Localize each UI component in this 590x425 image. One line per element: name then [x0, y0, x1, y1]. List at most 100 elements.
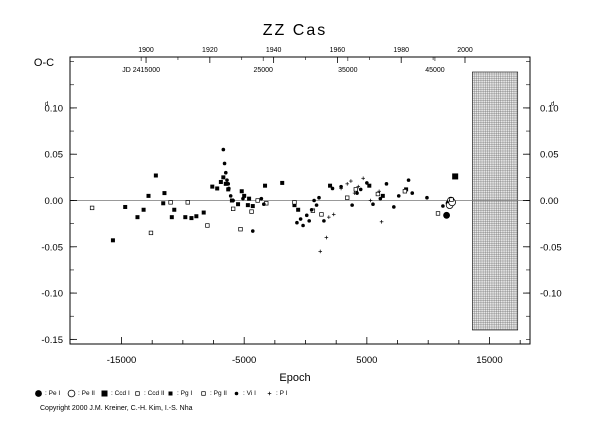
- data-point-vi-i: [307, 219, 312, 223]
- data-point-p-i: [331, 212, 336, 217]
- legend-marker-shape: [168, 391, 173, 396]
- data-point-vi-i: [425, 195, 429, 200]
- jd-label: JD 2415000: [122, 67, 160, 74]
- data-point-vi-i: [222, 161, 227, 166]
- data-point-pg-ii: [319, 212, 324, 217]
- legend-label: : Vi I: [243, 390, 256, 397]
- data-point-pe-i: [443, 211, 450, 219]
- data-point-pg-ii: [230, 206, 236, 211]
- copyright-text: Copyright 2000 J.M. Kreiner, C.-H. Kim, …: [40, 405, 193, 412]
- data-point-vi-i: [314, 203, 319, 207]
- year-tick-label: 1920: [202, 47, 218, 54]
- future-region-hatch: [472, 71, 519, 331]
- data-point-pg-i: [201, 210, 206, 215]
- data-point-p-i: [356, 184, 361, 189]
- legend-marker-shape: [234, 391, 239, 396]
- future-region-box: [472, 71, 519, 331]
- data-point-pg-ii: [255, 198, 260, 203]
- data-point-p-i: [318, 249, 323, 254]
- legend-marker-shape: [67, 389, 76, 398]
- data-point-p-i: [361, 176, 365, 181]
- data-point-p-i: [352, 191, 357, 195]
- y-tick-label-right: -0.10: [540, 289, 562, 300]
- data-point-vi-i: [295, 220, 299, 225]
- data-point-vi-i: [350, 203, 354, 207]
- legend-label: : Pe I: [45, 390, 61, 397]
- data-point-vi-i: [358, 187, 363, 192]
- legend-label: : P I: [276, 390, 288, 397]
- data-point-pg-i: [380, 193, 385, 198]
- data-point-pg-i: [221, 175, 226, 180]
- data-point-vi-i: [330, 186, 335, 191]
- data-point-p-i: [377, 189, 381, 194]
- data-point-pg-i: [328, 183, 333, 188]
- x-tick-label: -5000: [232, 355, 256, 366]
- data-point-vi-i: [406, 178, 411, 182]
- data-point-p-i: [368, 198, 373, 203]
- data-point-pg-ii: [402, 189, 408, 194]
- data-point-vi-i: [309, 207, 314, 212]
- data-point-pg-i: [123, 204, 128, 209]
- jd-label: 45000: [425, 67, 445, 74]
- data-point-pg-ii: [345, 195, 350, 200]
- y-tick-label-right: 0.00: [540, 196, 559, 207]
- legend-marker: [267, 391, 272, 396]
- data-point-vi-i: [304, 213, 309, 218]
- y-tick-label-right: -0.05: [540, 242, 562, 253]
- data-point-vi-i: [355, 191, 359, 195]
- data-point-pg-ii: [185, 200, 190, 205]
- data-point-vi-i: [221, 147, 226, 152]
- legend-marker-shape: [101, 390, 108, 397]
- data-point-vi-i: [227, 186, 231, 191]
- data-point-pg-ii: [89, 205, 95, 211]
- data-point-vi-i: [365, 181, 369, 185]
- data-point-vi-i: [378, 196, 383, 201]
- data-point-pg-i: [292, 203, 297, 208]
- data-point-pg-i: [110, 238, 115, 243]
- data-point-pg-i: [280, 180, 285, 185]
- data-point-pg-i: [146, 193, 151, 198]
- data-point-vi-i: [392, 205, 396, 209]
- y-tick-label-left: 0.10: [45, 103, 64, 114]
- data-point-vi-i: [226, 182, 231, 186]
- data-point-vi-i: [262, 202, 266, 207]
- y-unit-marker-right: d: [551, 101, 554, 107]
- data-point-pg-ii: [148, 230, 154, 236]
- data-point-vi-i: [241, 196, 245, 201]
- legend-label: : Ccd II: [144, 390, 165, 397]
- data-point-pg-i: [242, 193, 247, 198]
- data-point-ccd-ii: [435, 211, 441, 216]
- data-point-pg-i: [367, 183, 372, 188]
- legend-item: : P I: [265, 389, 287, 398]
- y-tick-label-left: 0.00: [45, 196, 64, 207]
- legend-item: : Pg I: [166, 389, 192, 398]
- data-point-p-i: [379, 219, 384, 224]
- data-point-pg-i: [135, 215, 140, 220]
- y-axis-label: O-C: [34, 57, 54, 69]
- data-point-pg-i: [236, 202, 241, 207]
- y-tick-label-left: -0.10: [41, 289, 63, 300]
- data-point-pg-ii: [353, 187, 358, 192]
- data-point-vi-i: [250, 229, 255, 233]
- legend-marker: [201, 391, 206, 396]
- data-point-vi-i: [223, 170, 228, 175]
- data-point-vi-i: [228, 194, 233, 198]
- data-point-vi-i: [317, 195, 321, 200]
- data-point-pg-i: [153, 173, 158, 178]
- data-point-pg-i: [215, 186, 220, 191]
- data-point-pg-i: [161, 201, 166, 206]
- legend-item: : Pe II: [67, 389, 95, 398]
- y-unit-marker-left: d: [45, 101, 48, 107]
- legend-marker: [67, 389, 76, 398]
- legend-marker-shape: [267, 391, 272, 396]
- data-point-vi-i: [322, 219, 326, 223]
- year-tick-label: 1960: [330, 47, 346, 54]
- legend-label: : Ccd I: [111, 390, 130, 397]
- data-point-pg-ii: [238, 227, 243, 232]
- data-point-pg-i: [245, 203, 250, 208]
- legend-item: : Ccd II: [133, 389, 165, 398]
- x-axis-label: Epoch: [279, 372, 310, 384]
- x-tick-label: 15000: [476, 355, 502, 366]
- legend-item: : Vi I: [232, 389, 256, 398]
